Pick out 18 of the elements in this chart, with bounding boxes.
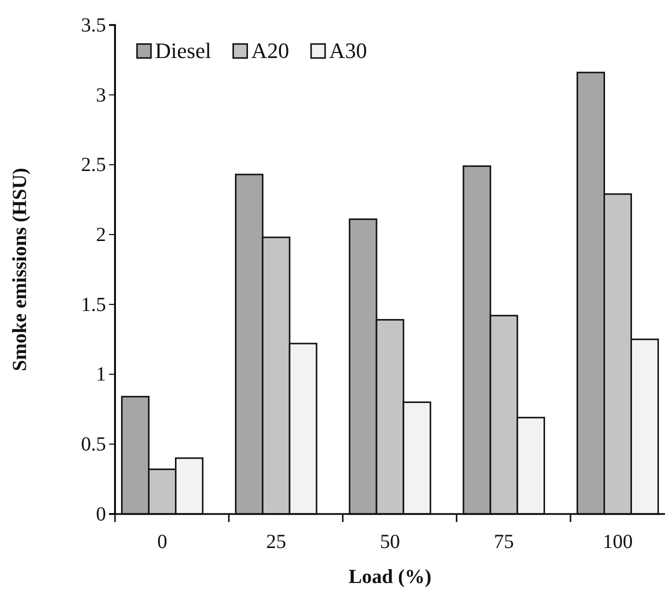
x-axis-title: Load (%) — [348, 566, 432, 588]
legend-label: A30 — [329, 38, 367, 63]
y-tick-label: 1 — [96, 364, 106, 386]
x-tick-label: 25 — [266, 531, 286, 553]
y-tick-label: 0.5 — [81, 434, 106, 456]
y-tick-label: 1.5 — [81, 294, 106, 316]
y-tick-label: 3 — [96, 84, 106, 106]
x-tick-label: 0 — [157, 531, 168, 553]
y-tick-label: 0 — [96, 503, 106, 526]
y-tick-label: 2.5 — [81, 154, 106, 176]
x-tick-label: 75 — [494, 531, 514, 553]
y-tick-label: 3.5 — [81, 14, 106, 36]
y-axis-title: Smoke emissions (HSU) — [9, 168, 31, 372]
legend-label: Diesel — [155, 38, 212, 63]
legend-label: A20 — [251, 38, 290, 63]
y-tick-label: 2 — [96, 224, 106, 246]
x-tick-label: 100 — [602, 531, 633, 553]
x-tick-label: 50 — [380, 531, 400, 553]
